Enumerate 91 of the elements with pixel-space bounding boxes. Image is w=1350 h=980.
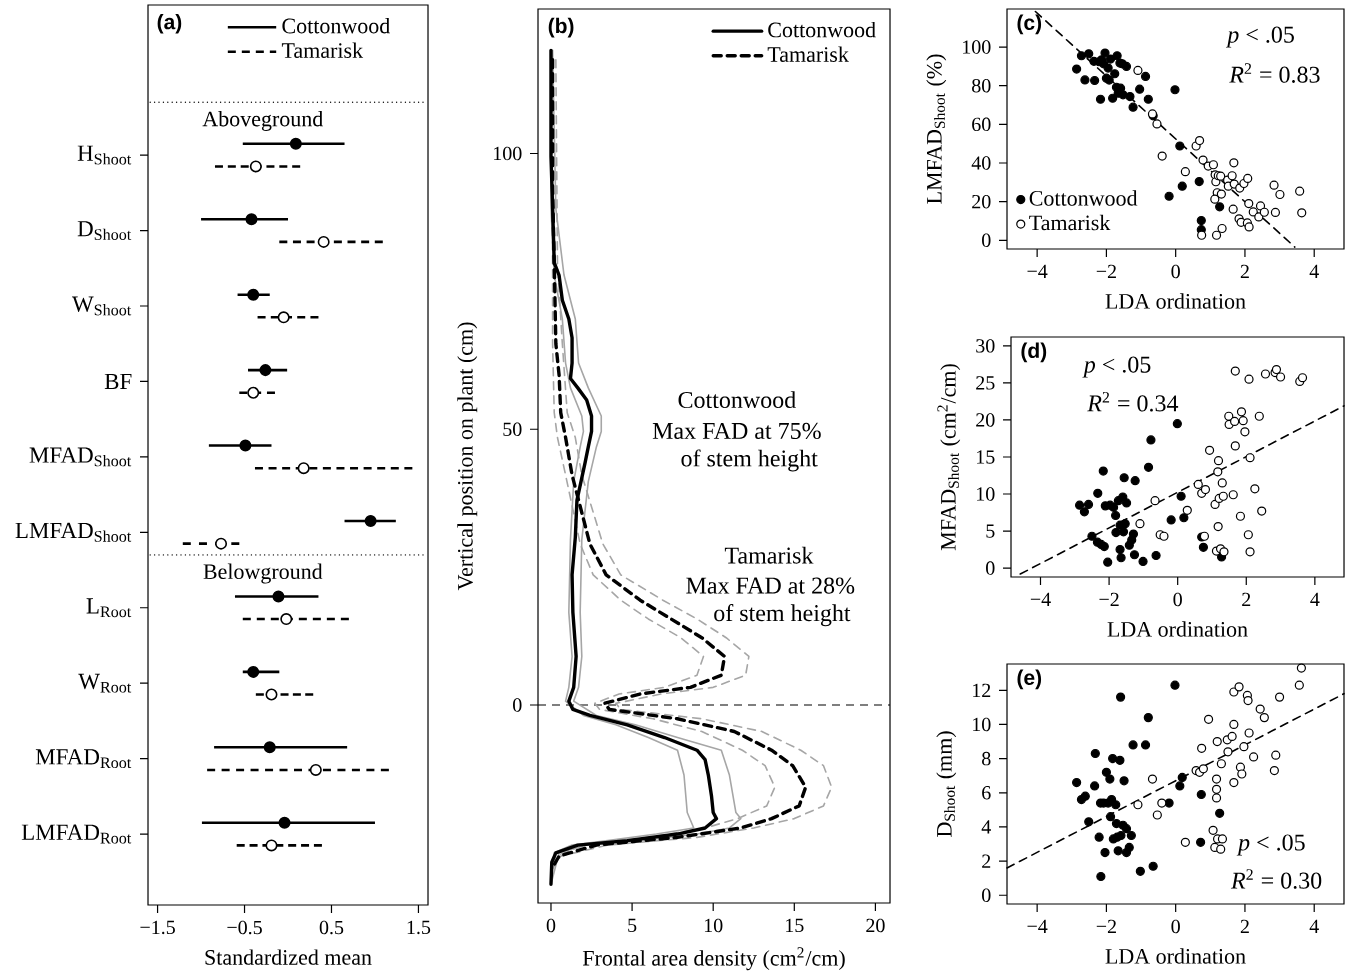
annotation: of stem height (681, 449, 818, 472)
annotation: R$^{2}$ = 0.83 (1229, 63, 1320, 83)
x-axis-title: Standardized mean (205, 949, 372, 965)
y-tick-label: 80 (972, 78, 991, 93)
annotation: p < .05 (1082, 356, 1151, 378)
y-axis-title: MFAD$_{Shoot}$ (cm$^{2}$/cm) (937, 364, 961, 551)
x-tick-label: −2 (1096, 919, 1116, 933)
x-tick-label: 0 (1171, 919, 1180, 934)
chart-title: (b) (548, 17, 574, 38)
annotation: Max FAD at 28% (686, 577, 855, 594)
x-tick-label: −4 (1030, 592, 1051, 606)
annotation: Cottonwood (678, 391, 796, 409)
y-tick-label: 60 (972, 117, 991, 132)
y-tick-label: 15 (977, 450, 995, 464)
y-tick-label: 4 (981, 820, 991, 834)
y-tick-label: 30 (976, 339, 995, 353)
y-tick-label: D$_{Shoot}$ (77, 221, 132, 240)
x-tick-label: 0.5 (319, 920, 344, 935)
x-tick-label: −0.5 (227, 920, 262, 935)
y-tick-label: 100 (963, 40, 991, 54)
x-tick-label: 1.5 (407, 920, 431, 935)
legend-label: Tamarisk (767, 46, 849, 62)
y-tick-label: 0 (982, 888, 991, 903)
annotation: p < .05 (1225, 26, 1294, 48)
x-axis-title: LDA ordination (1107, 621, 1248, 637)
chart-title: (a) (157, 13, 182, 34)
y-axis-title: D$_{Shoot}$ (mm) (936, 731, 957, 837)
y-tick-label: L$_{Root}$ (86, 598, 132, 618)
legend-label: Cottonwood (282, 17, 391, 34)
x-tick-label: 5 (628, 918, 637, 933)
x-tick-label: 4 (1309, 919, 1319, 933)
y-tick-label: 12 (973, 683, 991, 697)
annotation: R$^{2}$ = 0.30 (1230, 869, 1322, 889)
legend-label: Tamarisk (281, 42, 364, 58)
x-tick-label: 15 (786, 918, 804, 933)
annotation: R$^{2}$ = 0.34 (1087, 391, 1179, 412)
y-tick-label: 20 (972, 194, 991, 209)
chart-title: (e) (1017, 669, 1042, 690)
x-tick-label: 4 (1310, 592, 1320, 606)
y-tick-label: 20 (976, 413, 995, 427)
annotation: p < .05 (1236, 834, 1305, 856)
y-tick-label: 0 (986, 561, 995, 575)
y-tick-label: 100 (494, 146, 522, 161)
x-tick-label: 2 (1240, 919, 1249, 933)
x-tick-label: −1.5 (140, 920, 175, 935)
y-tick-label: 0 (982, 233, 991, 248)
annotation: Tamarisk (724, 546, 814, 564)
x-tick-label: 0 (546, 918, 556, 933)
y-tick-label: H$_{Shoot}$ (77, 145, 132, 165)
x-tick-label: 0 (1171, 264, 1180, 279)
x-tick-label: 0 (1173, 592, 1182, 607)
annotation: Max FAD at 75% (652, 422, 821, 440)
y-tick-label: LMFAD$_{Shoot}$ (15, 522, 132, 542)
y-tick-label: 10 (973, 717, 991, 732)
x-tick-label: −4 (1027, 264, 1048, 278)
x-tick-label: 2 (1240, 264, 1249, 278)
chart-title: (c) (1017, 14, 1042, 35)
legend-label: Tamarisk (1029, 214, 1111, 231)
annotation: of stem height (714, 604, 851, 627)
x-tick-label: 10 (704, 918, 723, 933)
y-tick-label: W$_{Shoot}$ (72, 296, 132, 316)
y-tick-label: 6 (982, 786, 991, 800)
x-axis-title: Frontal area density (cm$^{2}$/cm) (582, 947, 845, 971)
y-tick-label: MFAD$_{Shoot}$ (29, 447, 132, 467)
y-tick-label: BF (104, 373, 132, 389)
y-tick-label: 10 (977, 487, 995, 501)
y-axis-title: Vertical position on plant (cm) (457, 322, 478, 591)
y-tick-label: 8 (982, 751, 991, 766)
x-tick-label: 4 (1309, 264, 1319, 278)
legend-label: Cottonwood (768, 21, 876, 38)
x-axis-title: LDA ordination (1105, 948, 1246, 964)
x-axis-title: LDA ordination (1105, 293, 1246, 309)
x-tick-label: −4 (1027, 919, 1048, 933)
y-axis-title: LMFAD$_{Shoot}$ (%) (926, 54, 947, 204)
y-tick-label: 0 (513, 698, 522, 712)
chart-title: (d) (1021, 342, 1047, 363)
x-tick-label: 20 (866, 918, 885, 933)
x-tick-label: 2 (1242, 592, 1251, 606)
y-tick-label: 2 (982, 854, 991, 868)
x-tick-label: −2 (1099, 592, 1119, 606)
y-tick-label: MFAD$_{Root}$ (35, 749, 132, 769)
y-tick-label: W$_{Root}$ (78, 673, 132, 693)
y-tick-label: 25 (976, 376, 995, 390)
annotation: Aboveground (202, 110, 324, 131)
legend-label: Cottonwood (1029, 190, 1138, 206)
x-tick-label: −2 (1096, 264, 1116, 278)
y-tick-label: 5 (986, 524, 995, 538)
y-tick-label: 40 (971, 156, 991, 170)
y-tick-label: LMFAD$_{Root}$ (21, 824, 132, 844)
annotation: Belowground (203, 563, 323, 584)
y-tick-label: 50 (503, 422, 522, 436)
